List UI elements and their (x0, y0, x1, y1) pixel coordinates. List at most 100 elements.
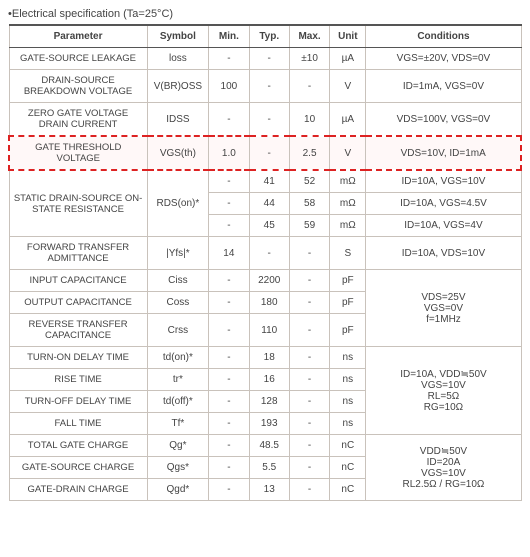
cell-sym: Tf* (147, 413, 209, 435)
cell-max: - (289, 391, 329, 413)
cell-sym: td(off)* (147, 391, 209, 413)
table-row: FORWARD TRANSFER ADMITTANCE |Yfs|* 14 - … (9, 237, 521, 270)
cell-unit: pF (330, 292, 366, 314)
cell-max: - (289, 70, 329, 103)
cell-cond: VDS=100V, VGS=0V (366, 103, 521, 137)
table-row: GATE-SOURCE LEAKAGE loss - - ±10 µA VGS=… (9, 48, 521, 70)
table-row: TOTAL GATE CHARGE Qg* - 48.5 - nC VDD≒50… (9, 435, 521, 457)
cell-param: DRAIN-SOURCE BREAKDOWN VOLTAGE (9, 70, 147, 103)
cell-cond: VDS=25V VGS=0V f=1MHz (366, 270, 521, 347)
cell-min: - (209, 103, 249, 137)
cell-min: - (209, 391, 249, 413)
cell-max: - (289, 292, 329, 314)
cell-max: 52 (289, 170, 329, 193)
cell-param: TOTAL GATE CHARGE (9, 435, 147, 457)
h-max: Max. (289, 25, 329, 48)
cell-typ: 180 (249, 292, 289, 314)
cell-typ: 2200 (249, 270, 289, 292)
cell-cond: ID=10A, VGS=4V (366, 215, 521, 237)
cell-unit: nC (330, 435, 366, 457)
cell-max: ±10 (289, 48, 329, 70)
h-param: Parameter (9, 25, 147, 48)
cell-min: - (209, 215, 249, 237)
cell-typ: 41 (249, 170, 289, 193)
cell-unit: nC (330, 457, 366, 479)
cell-param: GATE-SOURCE CHARGE (9, 457, 147, 479)
cell-typ: 13 (249, 479, 289, 501)
cell-typ: 44 (249, 193, 289, 215)
cell-min: - (209, 369, 249, 391)
cell-min: - (209, 479, 249, 501)
cell-typ: - (249, 136, 289, 170)
cell-unit: µA (330, 48, 366, 70)
cell-sym: Crss (147, 314, 209, 347)
cell-unit: nC (330, 479, 366, 501)
cell-typ: 5.5 (249, 457, 289, 479)
cell-unit: S (330, 237, 366, 270)
cell-max: 58 (289, 193, 329, 215)
table-row: STATIC DRAIN-SOURCE ON-STATE RESISTANCE … (9, 170, 521, 193)
cell-sym: Qgd* (147, 479, 209, 501)
h-typ: Typ. (249, 25, 289, 48)
cell-typ: - (249, 48, 289, 70)
cell-max: - (289, 237, 329, 270)
cell-param: RISE TIME (9, 369, 147, 391)
spec-title: •Electrical specification (Ta=25°C) (8, 8, 522, 20)
cell-param: TURN-OFF DELAY TIME (9, 391, 147, 413)
cell-param: FORWARD TRANSFER ADMITTANCE (9, 237, 147, 270)
header-row: Parameter Symbol Min. Typ. Max. Unit Con… (9, 25, 521, 48)
cell-unit: µA (330, 103, 366, 137)
cell-min: 1.0 (209, 136, 249, 170)
table-row: DRAIN-SOURCE BREAKDOWN VOLTAGE V(BR)OSS … (9, 70, 521, 103)
cell-max: 2.5 (289, 136, 329, 170)
cell-max: - (289, 314, 329, 347)
cell-min: - (209, 314, 249, 347)
cell-param: GATE-SOURCE LEAKAGE (9, 48, 147, 70)
cell-param: GATE THRESHOLD VOLTAGE (9, 136, 147, 170)
cell-param: ZERO GATE VOLTAGE DRAIN CURRENT (9, 103, 147, 137)
cell-sym: RDS(on)* (147, 170, 209, 237)
cell-min: 14 (209, 237, 249, 270)
cell-cond: ID=10A, VGS=4.5V (366, 193, 521, 215)
cell-unit: mΩ (330, 193, 366, 215)
cell-cond: VDD≒50V ID=20A VGS=10V RL2.5Ω / RG=10Ω (366, 435, 521, 501)
cell-sym: Coss (147, 292, 209, 314)
cell-param: INPUT CAPACITANCE (9, 270, 147, 292)
cell-param: TURN-ON DELAY TIME (9, 347, 147, 369)
cell-max: - (289, 479, 329, 501)
cell-cond: ID=10A, VDD≒50V VGS=10V RL=5Ω RG=10Ω (366, 347, 521, 435)
cell-param: OUTPUT CAPACITANCE (9, 292, 147, 314)
cell-typ: - (249, 70, 289, 103)
cell-sym: td(on)* (147, 347, 209, 369)
cell-unit: V (330, 70, 366, 103)
cell-max: - (289, 457, 329, 479)
cell-min: - (209, 270, 249, 292)
cell-sym: Qgs* (147, 457, 209, 479)
table-row-highlighted: GATE THRESHOLD VOLTAGE VGS(th) 1.0 - 2.5… (9, 136, 521, 170)
cell-min: - (209, 435, 249, 457)
cell-sym: |Yfs|* (147, 237, 209, 270)
cell-sym: Ciss (147, 270, 209, 292)
cell-unit: pF (330, 314, 366, 347)
cell-unit: ns (330, 347, 366, 369)
cell-max: - (289, 347, 329, 369)
table-row: INPUT CAPACITANCE Ciss - 2200 - pF VDS=2… (9, 270, 521, 292)
cell-sym: tr* (147, 369, 209, 391)
cell-cond: ID=10A, VDS=10V (366, 237, 521, 270)
cell-sym: loss (147, 48, 209, 70)
h-unit: Unit (330, 25, 366, 48)
table-row: TURN-ON DELAY TIME td(on)* - 18 - ns ID=… (9, 347, 521, 369)
cell-max: - (289, 369, 329, 391)
h-cond: Conditions (366, 25, 521, 48)
spec-table: Parameter Symbol Min. Typ. Max. Unit Con… (8, 24, 522, 501)
cell-max: - (289, 435, 329, 457)
cell-sym: IDSS (147, 103, 209, 137)
cell-min: 100 (209, 70, 249, 103)
cell-max: 10 (289, 103, 329, 137)
cell-unit: ns (330, 369, 366, 391)
cell-min: - (209, 170, 249, 193)
h-symbol: Symbol (147, 25, 209, 48)
cell-typ: 45 (249, 215, 289, 237)
cell-typ: 128 (249, 391, 289, 413)
cell-typ: 48.5 (249, 435, 289, 457)
